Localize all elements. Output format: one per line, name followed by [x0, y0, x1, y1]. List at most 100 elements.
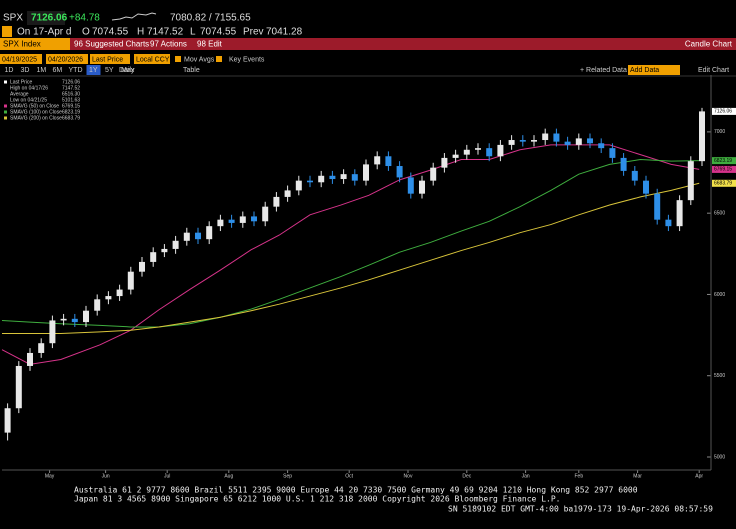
- frequency[interactable]: Daily: [119, 67, 135, 74]
- candle-body: [49, 320, 56, 344]
- related-data[interactable]: + Related Data: [580, 67, 627, 74]
- x-tick-label: Nov: [404, 473, 413, 479]
- period-button[interactable]: [66, 65, 85, 75]
- input-box[interactable]: [628, 65, 680, 75]
- open-label: O: [82, 27, 90, 38]
- menu-item[interactable]: 98 Edit: [197, 40, 223, 49]
- input-box[interactable]: [134, 54, 170, 64]
- period-label[interactable]: 5Y: [105, 67, 114, 74]
- menu-item[interactable]: 97 Actions: [150, 40, 187, 49]
- candle-body: [665, 219, 672, 227]
- period-button[interactable]: [34, 65, 48, 75]
- edit-chart[interactable]: Edit Chart: [698, 67, 729, 74]
- field[interactable]: Last Price: [92, 56, 123, 63]
- value-tag-label: 6769.15: [714, 167, 732, 173]
- candle-body: [340, 174, 347, 180]
- period-button[interactable]: [86, 65, 101, 75]
- end-date[interactable]: 04/20/2026: [48, 56, 83, 63]
- value-tag-label: 7126.06: [714, 109, 732, 115]
- candle-body: [161, 248, 168, 253]
- candle-body: [139, 261, 145, 272]
- candle-body: [363, 164, 369, 181]
- security-box[interactable]: [0, 38, 70, 50]
- input-box[interactable]: [46, 54, 88, 64]
- period-label[interactable]: 6M: [53, 67, 63, 74]
- input-box[interactable]: [90, 54, 130, 64]
- candle-body: [284, 190, 291, 197]
- candle-body: [15, 365, 22, 409]
- candle-body: [94, 299, 101, 311]
- ticker: SPX: [3, 13, 23, 24]
- moving-average: [1, 144, 700, 365]
- input-box[interactable]: [0, 54, 42, 64]
- candle-body: [38, 343, 45, 353]
- low-label: L: [190, 27, 196, 38]
- period-label[interactable]: Max: [121, 67, 135, 74]
- menu-item[interactable]: 96 Suggested Charts: [74, 40, 149, 49]
- start-date[interactable]: 04/19/2025: [2, 56, 37, 63]
- period-button[interactable]: [102, 65, 117, 75]
- value-tag: [712, 107, 736, 115]
- x-tick-label: Jan: [522, 473, 530, 479]
- key-events[interactable]: Key Events: [229, 56, 265, 63]
- legend-label: SMAVG (50) on Close: [10, 103, 59, 109]
- currency[interactable]: Local CCY: [136, 56, 170, 63]
- candle-body: [631, 170, 638, 181]
- period-label[interactable]: YTD: [69, 67, 83, 74]
- candle-body: [553, 133, 560, 142]
- legend-value: 5101.63: [62, 97, 80, 103]
- candle-body: [542, 133, 549, 141]
- checkbox[interactable]: [216, 56, 222, 62]
- candle-body: [295, 180, 302, 191]
- legend-label: High on 04/17/26: [10, 85, 48, 91]
- period-button[interactable]: [118, 65, 138, 75]
- period-button[interactable]: [18, 65, 32, 75]
- period-label[interactable]: 3D: [21, 67, 30, 74]
- value-tag: [712, 179, 736, 187]
- info-icon[interactable]: [2, 26, 12, 37]
- candle-body: [407, 177, 414, 194]
- candle-body: [195, 232, 201, 240]
- candle-body: [307, 180, 313, 183]
- high-label: H: [137, 27, 144, 38]
- candle-body: [150, 252, 157, 262]
- table-button[interactable]: Table: [183, 67, 200, 74]
- period-button[interactable]: [50, 65, 64, 75]
- legend-value: 6516.30: [62, 91, 80, 97]
- open: 7074.55: [92, 27, 129, 38]
- period-button[interactable]: [2, 65, 16, 75]
- period-label[interactable]: 1Y: [89, 67, 98, 74]
- period-label[interactable]: 1D: [5, 67, 14, 74]
- legend-label: Last Price: [10, 79, 32, 85]
- candle-body: [508, 140, 515, 145]
- candle-body: [60, 318, 67, 321]
- legend-swatch: [4, 86, 7, 90]
- high: 7147.52: [147, 27, 184, 38]
- candle-body: [228, 219, 235, 223]
- candle-body: [654, 193, 661, 220]
- value-tag: [712, 157, 736, 165]
- x-tick-label: Feb: [574, 473, 583, 479]
- moving-average: [2, 182, 700, 334]
- day-range: 7080.82 / 7155.65: [170, 13, 251, 24]
- legend-label: Low on 04/21/25: [10, 97, 47, 103]
- candle-body: [587, 138, 593, 144]
- mov-avgs[interactable]: Mov Avgs: [184, 56, 215, 63]
- footer-line: SN 5189102 EDT GMT-4:00 ba1979-173 19-Ap…: [448, 505, 713, 514]
- candle-body: [519, 140, 526, 142]
- period-label[interactable]: 1M: [37, 67, 47, 74]
- candle-body: [396, 166, 403, 178]
- last-box: [27, 11, 65, 25]
- candle-body: [452, 154, 459, 158]
- candle-body: [463, 149, 470, 155]
- legend-swatch: [4, 80, 7, 84]
- moving-average: [1, 159, 700, 328]
- legend-swatch: [4, 104, 7, 108]
- legend-label: SMAVG (200) on Close: [10, 115, 62, 121]
- x-tick-label: Jul: [164, 473, 170, 479]
- checkbox[interactable]: [175, 56, 181, 62]
- candle-body: [643, 180, 649, 194]
- add-data[interactable]: Add Data: [630, 67, 659, 74]
